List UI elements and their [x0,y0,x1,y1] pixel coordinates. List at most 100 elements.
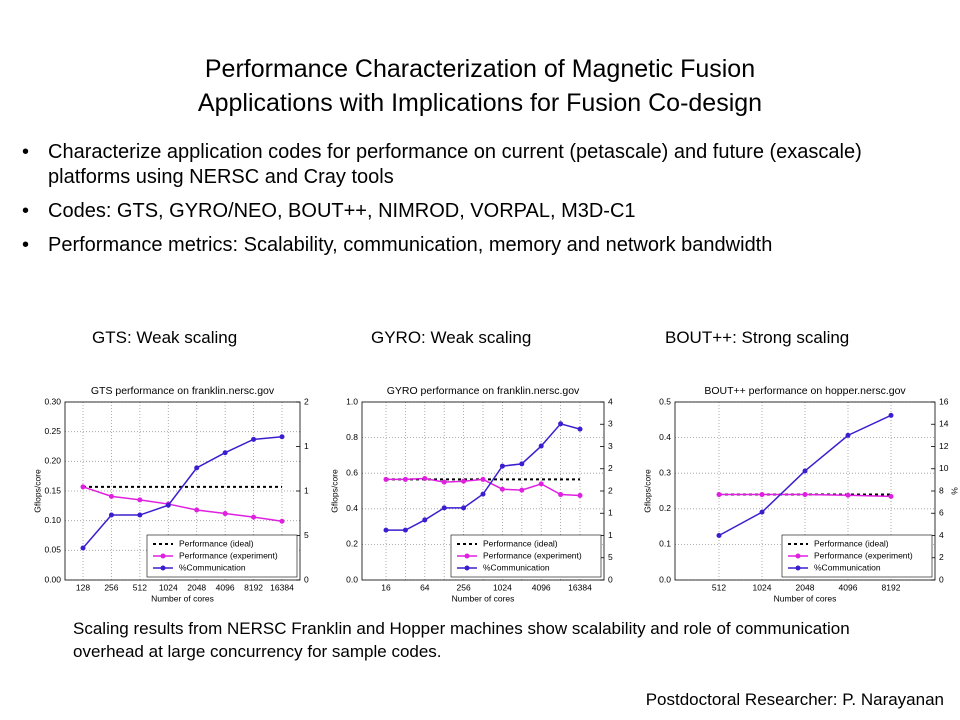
y-tick-label: 0.4 [346,503,358,513]
data-point [845,432,851,438]
legend-label: %Communication [814,562,881,572]
legend-label: %Communication [483,562,550,572]
data-point [165,502,171,508]
legend-marker [795,565,801,571]
title-line: Performance Characterization of Magnetic… [204,55,756,83]
data-point [845,492,851,498]
x-tick-label: 16384 [270,582,294,592]
y2-tick-label: 2 [608,463,613,473]
x-tick-label: 16384 [568,582,592,592]
y2-tick-label: 0 [939,574,944,584]
data-point [441,505,447,511]
data-point [499,486,505,492]
x-tick-label: 1024 [753,582,772,592]
x-tick-label: 1024 [493,582,512,592]
y-tick-label: 0.4 [659,432,671,442]
data-point [802,492,808,498]
y-tick-label: 0.30 [44,396,61,406]
x-tick-label: 256 [104,582,118,592]
x-tick-label: 512 [712,582,726,592]
legend-label: %Communication [179,562,246,572]
legend-marker [464,565,470,571]
bullet: • Codes: GTS, GYRO/NEO, BOUT++, NIMROD, V… [22,200,636,222]
legend-label: Performance (ideal) [483,538,558,548]
bullet: • Characterize application codes for perf… [22,141,862,188]
title-line: Applications with Implications for Fusio… [197,89,763,117]
data-point [194,507,200,513]
x-axis-label: Number of cores [452,593,515,603]
y-tick-label: 0.6 [346,467,358,477]
data-point [461,478,467,484]
data-point [279,434,285,440]
bullet-list: • Characterize application codes for perf… [22,140,922,267]
data-point [251,514,257,520]
data-point [402,527,408,533]
y-axis-label: Gflops/core [329,469,339,513]
data-point [519,461,525,467]
y2-tick-label: 2 [304,396,309,406]
x-tick-label: 16 [381,582,391,592]
chart-title: GTS performance on franklin.nersc.gov [91,385,275,397]
x-tick-label: 8192 [882,582,901,592]
data-point [194,465,200,471]
y2-tick-label: 10 [939,463,949,473]
legend-marker [464,553,470,559]
y-tick-label: 0.05 [44,545,61,555]
data-point [80,484,86,490]
data-point [461,505,467,511]
chart-title: GYRO performance on franklin.nersc.gov [387,385,580,397]
y2-tick-label: 3 [608,419,613,429]
data-point [137,512,143,518]
y-tick-label: 0.2 [346,539,358,549]
x-axis-label: Number of cores [151,593,214,603]
bullet-text: Performance metrics: Scalability, commun… [48,234,773,256]
y-axis-label: Gflops/core [32,469,42,513]
x-axis-label: Number of cores [774,593,837,603]
data-point [716,492,722,498]
chart-heading: GTS: Weak scaling [92,328,238,347]
data-point [716,533,722,538]
y-tick-label: 0.8 [346,432,358,442]
data-point [108,512,114,518]
legend-marker [160,565,166,571]
x-tick-label: 8192 [244,582,263,592]
y2-tick-label: 0 [304,574,309,584]
y2-tick-label: 0 [608,574,613,584]
y2-tick-label: 5 [304,530,309,540]
data-point [402,476,408,482]
data-point [480,491,486,497]
x-tick-label: 1024 [159,582,178,592]
y-tick-label: 0.25 [44,426,61,436]
caption: Scaling results from NERSC Franklin and … [73,619,850,661]
y-tick-label: 0.3 [659,467,671,477]
data-point [480,476,486,482]
data-point [422,517,428,523]
series-line [82,486,283,523]
data-point [538,481,544,487]
y2-tick-label: 1 [608,530,613,540]
data-point [108,493,114,499]
y2-tick-label: 12 [939,441,949,451]
data-point [558,492,564,498]
data-point [422,476,428,482]
y-tick-label: 0.10 [44,515,61,525]
chart-title: BOUT++ performance on hopper.nersc.gov [704,385,906,397]
y-tick-label: 0.20 [44,456,61,466]
legend-label: Performance (experiment) [814,550,913,560]
series-line [82,435,283,549]
y-axis-label: Gflops/core [642,469,652,513]
y2-tick-label: 4 [608,396,613,406]
data-point [558,421,564,427]
y2-tick-label: 6 [939,508,944,518]
data-point [383,527,389,533]
y2-tick-label: 1 [304,441,309,451]
y-tick-label: 0.15 [44,485,61,495]
y-tick-label: 1.0 [346,396,358,406]
legend-label: Performance (experiment) [179,550,278,560]
y2-tick-label: 2 [608,485,613,495]
plot-frame [674,401,936,581]
x-tick-label: 512 [133,582,147,592]
y2-tick-label: 16 [939,396,949,406]
